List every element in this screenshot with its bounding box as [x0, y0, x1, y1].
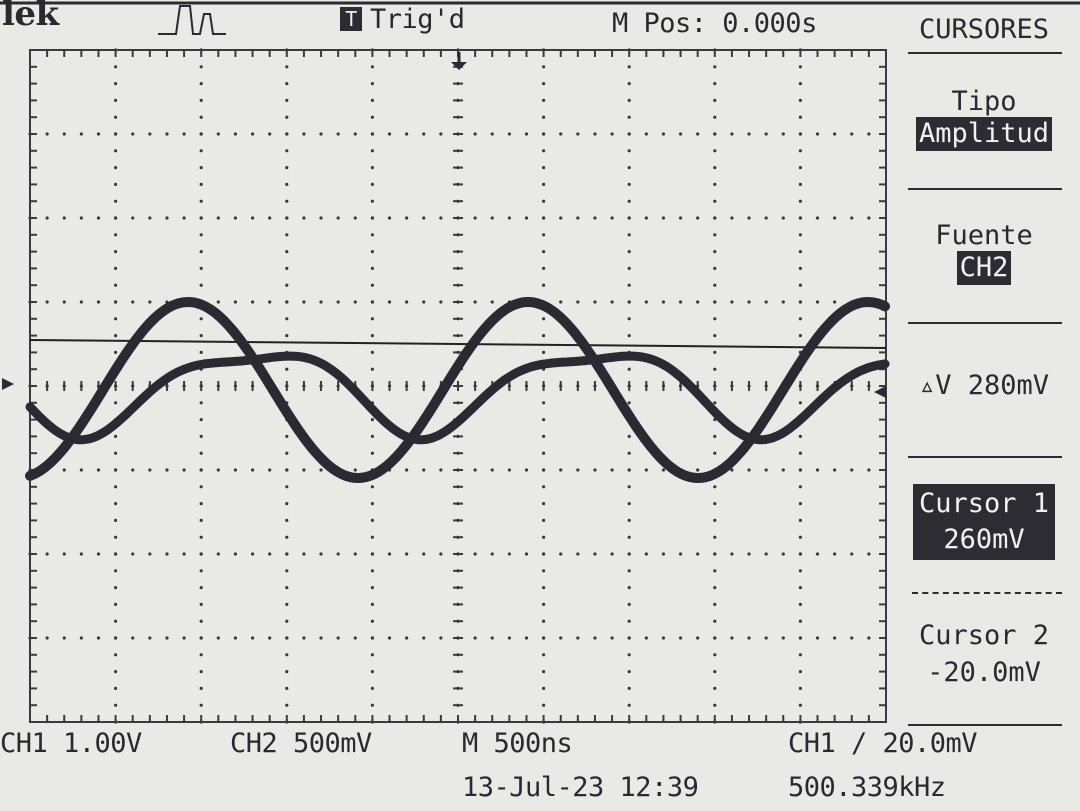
timebase-readout: M 500ns	[462, 728, 573, 759]
amplitude-cursor-line[interactable]	[29, 339, 887, 349]
cursor2-label: Cursor 2	[918, 620, 1050, 651]
ch1-scale-readout: CH1 1.00V	[0, 728, 142, 759]
cursor1-highlight: Cursor 1 260mV	[912, 484, 1056, 560]
cursor2-menu-button[interactable]: Cursor 2 -20.0mV	[906, 620, 1062, 688]
cursor1-value: 260mV	[943, 524, 1025, 555]
menu-title: CURSORES	[918, 14, 1050, 45]
date-time-readout: 13-Jul-23 12:39	[462, 772, 699, 803]
trigger-status-text: Trig'd	[370, 4, 465, 35]
graticule-ticks	[29, 49, 887, 723]
delta-v-readout: ▵V 280mV	[918, 370, 1050, 401]
cursor1-menu-button[interactable]: Cursor 1 260mV	[906, 484, 1062, 560]
channel-ground-marker-icon	[2, 378, 14, 390]
menu-divider	[908, 724, 1062, 726]
ch2-waveform	[25, 351, 890, 445]
trigger-level-marker-icon	[874, 386, 886, 398]
trigger-position-arrow-icon	[451, 52, 467, 70]
tipo-label: Tipo	[951, 86, 1017, 117]
ch1-waveform	[25, 297, 890, 483]
ch2-scale-readout: CH2 500mV	[230, 728, 372, 759]
menu-divider	[908, 188, 1062, 190]
cursor2-value: -20.0mV	[927, 657, 1041, 688]
acquisition-pulse-icon	[158, 5, 226, 35]
tipo-menu-button[interactable]: Tipo Amplitud	[906, 86, 1062, 151]
menu-divider-dashed	[912, 592, 1062, 594]
menu-divider	[908, 52, 1062, 54]
menu-divider	[908, 456, 1062, 458]
main-position-readout: M Pos: 0.000s	[612, 8, 817, 39]
tipo-value: Amplitud	[915, 117, 1053, 151]
trigger-badge-icon: T	[340, 7, 362, 31]
frequency-readout: 500.339kHz	[788, 772, 946, 803]
fuente-value: CH2	[956, 251, 1012, 285]
trigger-status: T Trig'd	[340, 4, 465, 35]
brand-logo: lek	[2, 0, 59, 34]
cursor1-label: Cursor 1	[918, 488, 1050, 519]
fuente-menu-button[interactable]: Fuente CH2	[906, 220, 1062, 285]
trigger-setting-readout: CH1 ∕ 20.0mV	[788, 728, 978, 759]
menu-divider	[908, 322, 1062, 324]
fuente-label: Fuente	[935, 220, 1033, 251]
